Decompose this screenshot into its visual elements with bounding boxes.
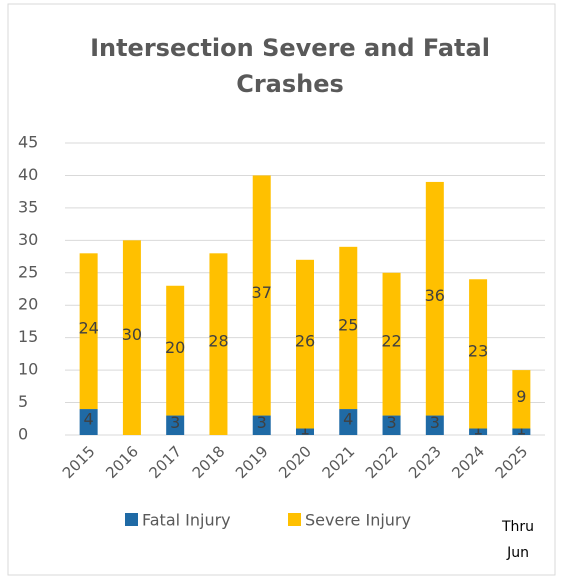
bar-segment bbox=[382, 415, 401, 435]
bar-segment bbox=[339, 246, 358, 410]
legend-swatch bbox=[288, 513, 301, 526]
data-label: 20 bbox=[165, 338, 185, 357]
data-label: 25 bbox=[338, 315, 358, 334]
bar-segment bbox=[469, 428, 488, 435]
legend-swatch bbox=[125, 513, 138, 526]
data-label: 24 bbox=[78, 319, 98, 338]
bar-segment bbox=[209, 253, 228, 435]
bar-segment bbox=[166, 415, 185, 435]
bar-segment bbox=[339, 409, 358, 435]
bar-segment bbox=[79, 409, 98, 435]
bar-segment bbox=[122, 240, 141, 435]
legend-label: Severe Injury bbox=[305, 511, 411, 530]
legend-label: Fatal Injury bbox=[142, 511, 231, 530]
y-tick-label: 10 bbox=[18, 360, 38, 379]
data-label: 1 bbox=[516, 419, 526, 438]
data-label: 1 bbox=[300, 419, 310, 438]
y-tick-label: 20 bbox=[18, 295, 38, 314]
bar-segment bbox=[512, 370, 531, 429]
title-box: Intersection Severe and Fatal Crashes bbox=[90, 34, 490, 98]
chart-title: Intersection Severe and Fatal Crashes bbox=[90, 34, 490, 98]
data-label: 30 bbox=[122, 325, 142, 344]
data-label: 9 bbox=[516, 387, 526, 406]
data-label: 28 bbox=[208, 332, 228, 351]
y-tick-label: 30 bbox=[18, 230, 38, 249]
bar-segment bbox=[469, 279, 488, 429]
data-label: 3 bbox=[430, 413, 440, 432]
y-tick-label: 40 bbox=[18, 165, 38, 184]
bar-segment bbox=[382, 272, 401, 416]
chart-border bbox=[7, 3, 556, 576]
bar-segment bbox=[296, 428, 314, 435]
y-tick-label: 45 bbox=[18, 133, 38, 152]
data-label: 36 bbox=[425, 286, 445, 305]
y-tick-label: 35 bbox=[18, 197, 38, 216]
data-label: 3 bbox=[170, 413, 180, 432]
bar-segment bbox=[166, 285, 185, 416]
y-tick-label: 0 bbox=[18, 425, 28, 444]
bar-segment bbox=[79, 253, 98, 410]
data-label: 1 bbox=[473, 419, 483, 438]
data-label: 4 bbox=[84, 410, 94, 429]
data-label: 4 bbox=[343, 410, 353, 429]
bar-segment bbox=[512, 428, 531, 435]
bar-segment bbox=[425, 181, 444, 416]
data-label: 37 bbox=[252, 283, 272, 302]
bar-segment bbox=[252, 175, 271, 416]
y-tick-label: 25 bbox=[18, 262, 38, 281]
bar-segment bbox=[252, 415, 271, 435]
data-label: 3 bbox=[386, 413, 396, 432]
data-label: 3 bbox=[257, 413, 267, 432]
data-label: 26 bbox=[295, 332, 315, 351]
y-tick-label: 15 bbox=[18, 327, 38, 346]
data-label: 23 bbox=[468, 341, 488, 360]
bar-segment bbox=[296, 259, 314, 429]
data-label: 22 bbox=[381, 332, 401, 351]
annotation: Thru Jun bbox=[501, 519, 535, 561]
bar-segment bbox=[425, 415, 444, 435]
y-tick-label: 5 bbox=[18, 392, 28, 411]
